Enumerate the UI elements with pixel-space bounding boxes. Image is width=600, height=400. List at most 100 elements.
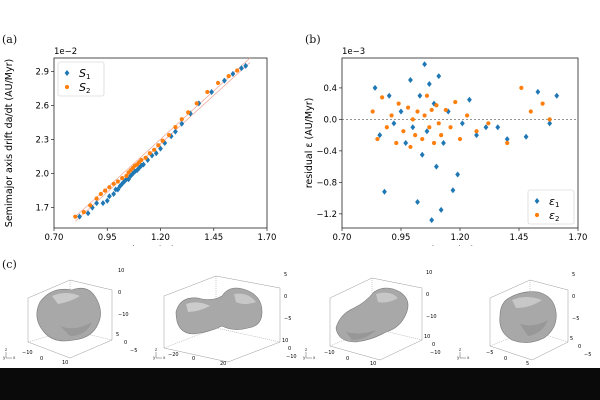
chart1-point-ε1	[415, 199, 420, 206]
chart0-point-S1	[153, 150, 159, 157]
shape-3-xtick-1: 0	[346, 356, 349, 362]
chart1-point-ε1	[422, 61, 427, 68]
chart1-point-ε2	[443, 107, 448, 113]
shape-4-xtick-0: 5	[526, 361, 529, 366]
chart1-point-ε2	[457, 136, 463, 142]
chart1-point-ε1	[398, 108, 404, 115]
chart0-x-tick-label: 1.45	[204, 233, 223, 243]
chart1-x-tick-label: 0.95	[392, 233, 411, 243]
chart1-point-ε1	[535, 88, 541, 95]
chart1-point-ε2	[436, 121, 441, 126]
chart1-point-ε1	[434, 163, 439, 170]
svg-text:z: z	[305, 347, 307, 352]
shape-3-ytick-0: 10	[424, 334, 430, 340]
svg-text:y: y	[303, 355, 306, 360]
chart1-point-ε2	[415, 109, 420, 114]
chart1-x-tick-label: 0.70	[333, 233, 352, 243]
shape-view-1: 10 0 −10 5 0 −5 10 0 −10 z x y	[0, 262, 150, 366]
chart1-point-ε1	[554, 92, 560, 99]
chart0-point-S2	[143, 155, 148, 160]
chart0-y-tick-label: 2.3	[35, 136, 49, 146]
shape-2-ytick-1: 0	[288, 346, 291, 352]
chart0-point-S1	[141, 161, 146, 168]
chart1-point-ε2	[505, 140, 510, 146]
chart1-legend-marker	[534, 198, 540, 204]
chart0-y-exponent: 1e−2	[54, 47, 77, 57]
chart1-point-ε2	[431, 140, 437, 146]
chart1-point-ε1	[547, 120, 553, 127]
chart1-point-ε1	[372, 84, 378, 91]
svg-text:z: z	[155, 347, 157, 352]
chart1-point-ε1	[459, 120, 465, 127]
chart0-point-S1	[100, 200, 106, 207]
chart0-point-S1	[187, 110, 193, 117]
chart0-point-S2	[186, 110, 191, 115]
chart1-point-ε2	[394, 140, 399, 146]
chart0-point-S2	[179, 117, 184, 122]
shape-3-body	[335, 287, 409, 343]
chart1-y-tick-label: −0.8	[316, 178, 337, 188]
chart1-point-ε2	[434, 103, 439, 108]
chart0-point-S2	[107, 185, 112, 190]
chart0-x-tick-label: 1.70	[258, 233, 277, 243]
chart1-legend-label: ε2	[549, 209, 559, 223]
chart0-point-S2	[166, 132, 172, 138]
axis-triad-icon: z x y	[3, 347, 16, 360]
svg-text:z: z	[459, 347, 461, 352]
axis-triad-icon: z x y	[303, 347, 316, 360]
chart0-point-S1	[104, 197, 110, 204]
chart0-point-S1	[106, 193, 112, 200]
chart1-point-ε1	[441, 140, 446, 146]
shape-view-4: 5 0 −5 5 0 −5 5 0 −5 z x y	[450, 262, 600, 367]
chart0-point-S1	[243, 62, 249, 69]
chart0-point-S1	[130, 170, 136, 177]
shape-1-ztick-2: −10	[118, 312, 129, 318]
shape-4-xtick-2: −5	[486, 350, 493, 356]
chart0-y-tick-label: 1.7	[35, 204, 49, 214]
axis-triad-icon: z x y	[457, 347, 470, 360]
chart0-point-S2	[94, 196, 99, 201]
shape-1-xtick-2: −10	[22, 350, 33, 356]
shape-4-ytick-2: −5	[584, 352, 591, 358]
chart1-point-ε2	[439, 133, 444, 138]
chart1-point-ε1	[474, 132, 479, 139]
chart0-x-axis-label: shape index S	[127, 245, 194, 246]
shape-3-xtick-0: 10	[370, 361, 376, 366]
chart1-y-tick-label: 0.0	[323, 115, 337, 125]
shape-4-ztick-1: 0	[572, 294, 575, 300]
chart1-point-ε2	[370, 109, 375, 114]
chart1-point-ε2	[464, 113, 470, 118]
chart1-point-ε2	[405, 105, 411, 110]
chart1-point-ε1	[391, 120, 397, 127]
chart1-point-ε2	[453, 99, 458, 105]
chart0-y-tick-label: 2.0	[35, 170, 49, 180]
axis-triad-icon: z x y	[153, 347, 166, 360]
chart1-point-ε1	[386, 92, 392, 99]
chart0-point-S1	[111, 191, 117, 197]
shape-2-ytick-0: 10	[282, 338, 288, 344]
chart1-point-ε1	[410, 124, 416, 131]
chart0-point-S1	[126, 176, 131, 183]
svg-text:y: y	[153, 355, 156, 360]
chart1-y-axis-label: residual ε (AU/Myr)	[304, 98, 315, 189]
chart1-point-ε2	[474, 129, 479, 134]
chart1-point-ε1	[504, 136, 510, 143]
residual-chart: 0.70 0.95 1.20 1.45 1.70 −1.2 −0.8 −0.4 0.0 0.4 1e…	[304, 47, 587, 246]
chart1-point-ε1	[429, 217, 435, 224]
chart0-point-S1	[158, 145, 163, 152]
chart1-point-ε2	[540, 101, 545, 106]
shape-1-svg: 10 0 −10 5 0 −5 10 0 −10 z x y	[3, 268, 137, 366]
chart0-legend-marker	[64, 70, 70, 76]
chart0-point-S1	[209, 89, 215, 95]
shape-3-ztick-0: 10	[426, 270, 432, 276]
chart0-point-S1	[77, 213, 82, 220]
shape-4-body	[499, 291, 557, 343]
chart0-point-S2	[88, 203, 93, 208]
chart1-point-ε2	[519, 85, 524, 91]
chart1-point-ε2	[401, 129, 406, 134]
chart0-point-S2	[147, 151, 152, 156]
chart0-x-tick-label: 1.20	[151, 233, 170, 243]
chart0-point-S2	[215, 80, 221, 86]
chart1-point-ε2	[528, 109, 533, 114]
chart1-point-ε1	[377, 132, 383, 139]
